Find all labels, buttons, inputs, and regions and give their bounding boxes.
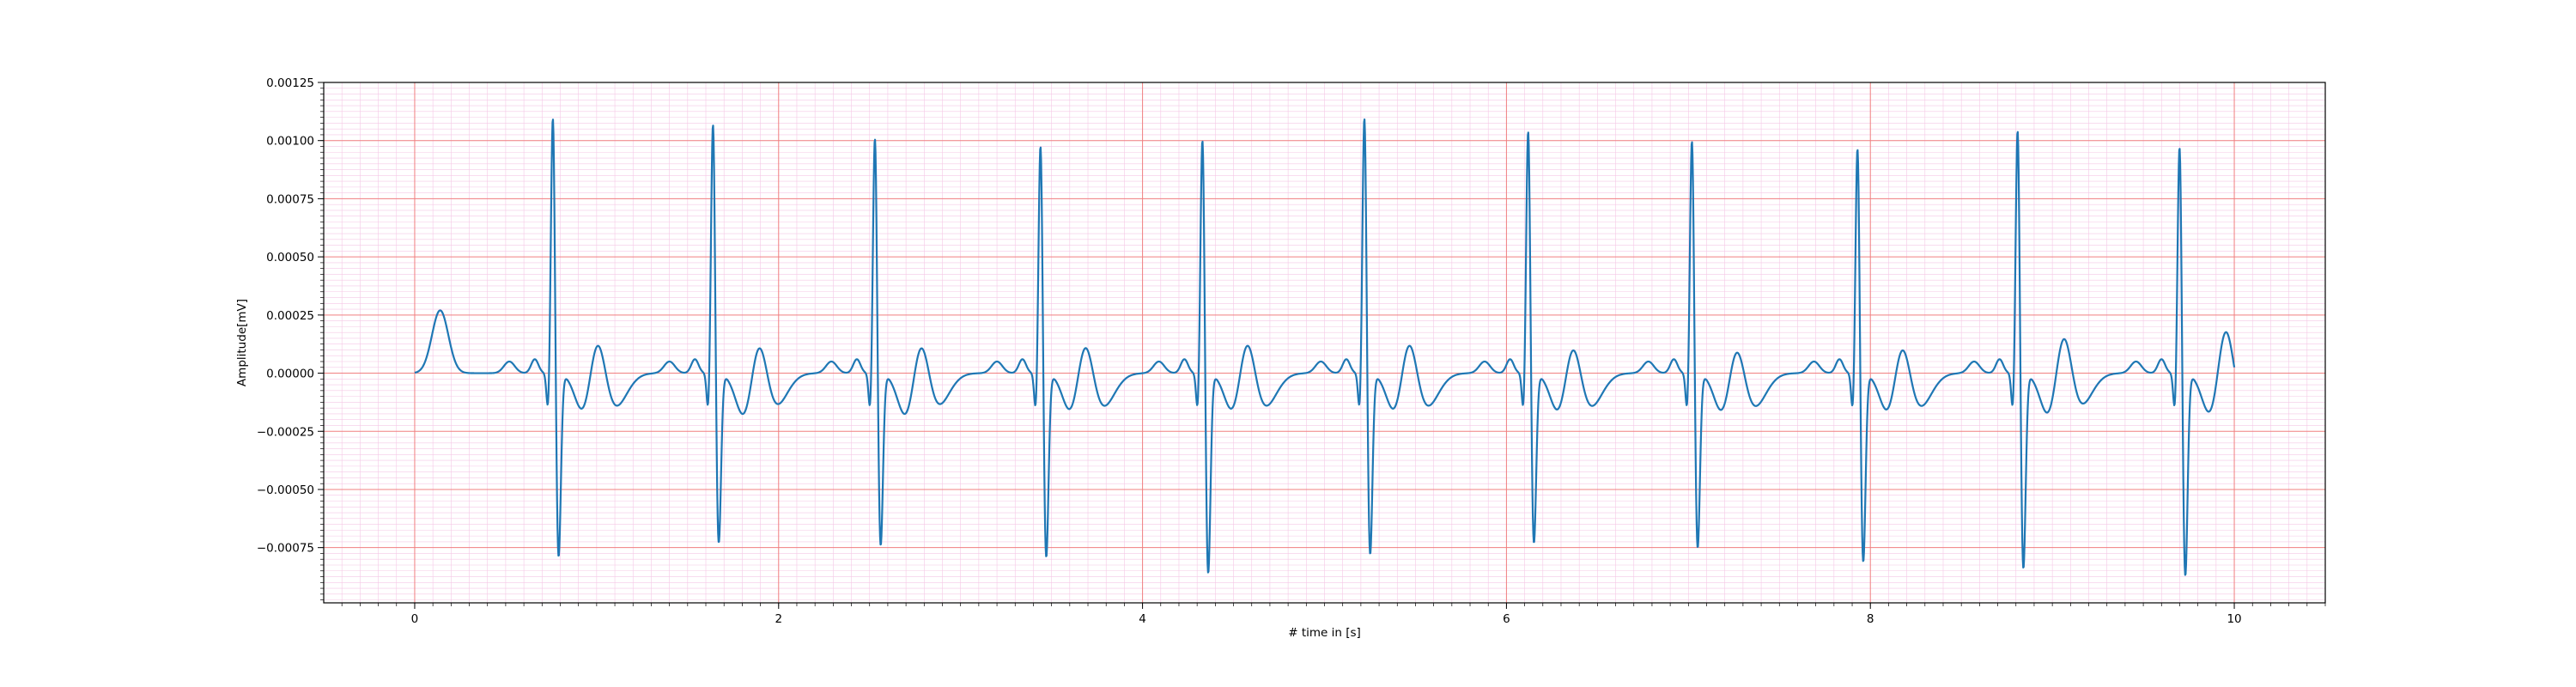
y-axis-label: Amplitude[mV] — [235, 299, 249, 386]
x-tick-label: 4 — [1139, 612, 1146, 626]
y-tick-label: 0.00025 — [266, 309, 314, 323]
ecg-series-line — [414, 118, 2236, 576]
x-axis-label: # time in [s] — [1288, 626, 1361, 640]
y-tick-label: 0.00050 — [266, 251, 314, 264]
x-tick-label: 8 — [1867, 612, 1874, 626]
x-axis-ticks: 0 2 4 6 8 10 — [341, 603, 2326, 626]
y-tick-label: 0.00100 — [266, 135, 314, 149]
y-tick-label: 0.00075 — [266, 192, 314, 206]
y-tick-label: 0.00000 — [266, 368, 314, 381]
y-tick-label: 0.00125 — [266, 76, 314, 90]
x-tick-label: 0 — [411, 612, 419, 626]
x-tick-label: 10 — [2227, 612, 2241, 626]
y-tick-label: −0.00025 — [257, 425, 314, 439]
x-tick-label: 6 — [1503, 612, 1510, 626]
x-tick-label: 2 — [775, 612, 782, 626]
y-tick-label: −0.00075 — [257, 542, 314, 556]
series-layer — [414, 118, 2236, 576]
minor-grid — [324, 82, 2326, 603]
y-tick-label: −0.00050 — [257, 483, 314, 497]
y-axis-ticks: 0.00125 0.00100 0.00075 0.00050 0.00025 0.000… — [257, 76, 324, 600]
